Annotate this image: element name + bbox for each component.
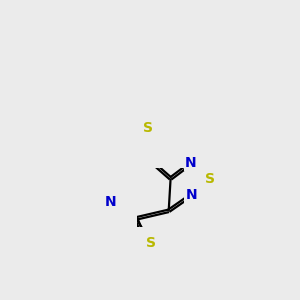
Text: N: N <box>185 188 197 202</box>
Text: N: N <box>185 156 196 170</box>
Text: S: S <box>142 121 153 135</box>
Text: S: S <box>205 172 215 186</box>
Text: N: N <box>105 195 116 209</box>
Text: S: S <box>146 236 156 250</box>
